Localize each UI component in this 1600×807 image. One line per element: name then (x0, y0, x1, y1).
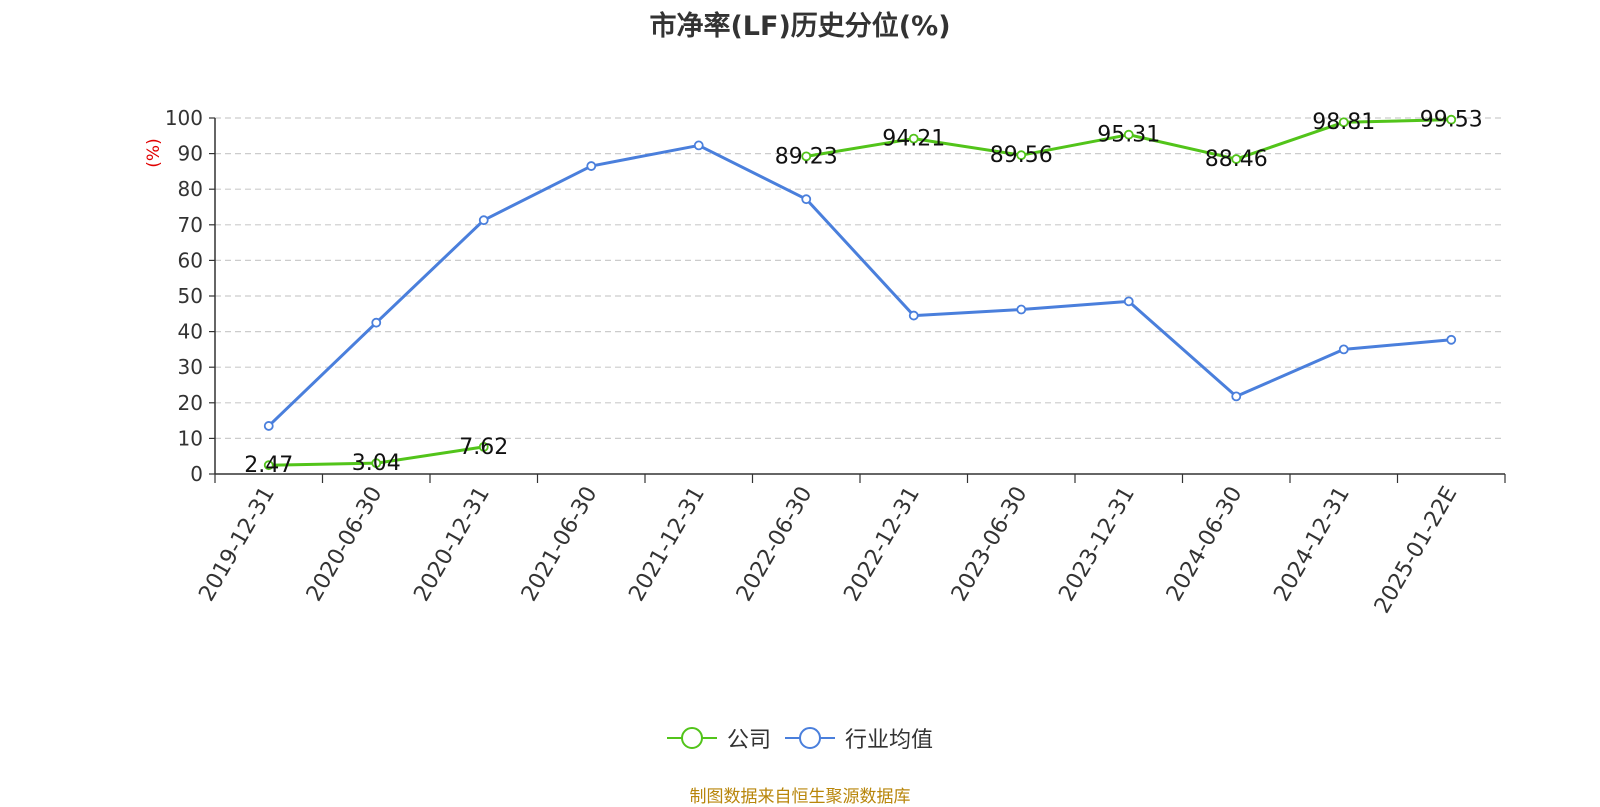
point-company-2024-12-31 (1338, 117, 1349, 128)
point-industry-avg-2024-12-31 (1338, 344, 1349, 355)
data-label-company-2024-12-31: 98.81 (1312, 110, 1375, 135)
grid-lines (215, 117, 1505, 439)
point-industry-avg-2025-01-22E (1446, 334, 1457, 345)
y-tick-label-90: 90 (178, 142, 203, 166)
point-industry-avg-2020-06-30 (371, 317, 382, 328)
data-label-company-2019-12-31: 2.47 (244, 453, 293, 478)
point-industry-avg-2021-12-31 (693, 140, 704, 151)
y-tick-label-40: 40 (178, 320, 203, 344)
point-industry-avg-2023-12-31 (1123, 296, 1134, 307)
y-tick-label-20: 20 (178, 391, 203, 415)
data-label-company-2022-12-31: 94.21 (882, 127, 945, 152)
point-company-2020-12-31 (478, 441, 489, 452)
x-tick-label-2023-06-30: 2023-06-30 (947, 483, 1033, 606)
axes: 0 10 20 30 40 50 60 70 80 90 100(%) 2019-12-31 2020-… (144, 106, 1506, 618)
legend-industry-avg-icon (785, 727, 835, 749)
data-label-company-2022-06-30: 89.23 (775, 144, 838, 169)
x-tick-label-2022-12-31: 2022-12-31 (839, 483, 925, 606)
point-industry-avg-2022-06-30 (801, 194, 812, 205)
x-tick-label-2023-12-31: 2023-12-31 (1054, 483, 1140, 606)
point-company-2023-06-30 (1016, 150, 1027, 161)
y-tick-label-60: 60 (178, 248, 203, 272)
point-company-2025-01-22E (1446, 114, 1457, 125)
x-tick-label-2021-06-30: 2021-06-30 (517, 483, 603, 606)
data-label-company-2023-12-31: 95.31 (1097, 123, 1160, 148)
point-industry-avg-2021-06-30 (586, 161, 597, 171)
point-company-2024-06-30 (1231, 154, 1242, 164)
chart-title: 市净率(LF)历史分位(%) (649, 11, 951, 42)
y-tick-label-30: 30 (178, 355, 203, 379)
data-labels: 2.47 3.04 7.62 89.23 94.21 89.56 95.31 88.46 98.… (244, 108, 1482, 479)
y-tick-label-0: 0 (190, 462, 203, 486)
legend-item-company[interactable]: 公司 (666, 722, 771, 754)
point-company-2019-12-31 (263, 460, 274, 471)
data-label-company-2024-06-30: 88.46 (1205, 147, 1268, 172)
y-tick-label-70: 70 (178, 213, 203, 237)
x-tick-label-2022-06-30: 2022-06-30 (732, 483, 818, 606)
point-industry-avg-2022-12-31 (908, 310, 919, 321)
point-industry-avg-2023-06-30 (1016, 304, 1027, 315)
point-company-2022-12-31 (908, 133, 919, 144)
legend-item-industry-avg[interactable]: 行业均值 (785, 722, 933, 754)
data-label-company-2020-06-30: 3.04 (352, 451, 401, 476)
series-lines (263, 114, 1457, 471)
point-industry-avg-2019-12-31 (263, 421, 274, 431)
y-tick-label-50: 50 (178, 284, 203, 308)
y-tick-label-10: 10 (178, 426, 203, 450)
series-line-industry-avg-0 (267, 143, 1452, 428)
point-company-2020-06-30 (371, 458, 382, 469)
x-tick-label-2021-12-31: 2021-12-31 (624, 483, 710, 606)
point-industry-avg-2024-06-30 (1231, 391, 1242, 402)
source-note: 制图数据来自恒生聚源数据库 (689, 787, 911, 807)
x-tick-label-2024-12-31: 2024-12-31 (1269, 483, 1355, 606)
x-tick-label-2020-06-30: 2020-06-30 (302, 483, 388, 606)
legend-company-label: 公司 (726, 728, 771, 753)
point-company-2022-06-30 (801, 151, 812, 162)
data-label-company-2025-01-22E: 99.53 (1420, 108, 1483, 133)
data-label-company-2020-12-31: 7.62 (459, 435, 508, 460)
y-axis-label: (%) (144, 138, 164, 167)
data-label-company-2023-06-30: 89.56 (990, 143, 1053, 168)
x-tick-label-2024-06-30: 2024-06-30 (1162, 483, 1248, 606)
legend-company-icon (666, 727, 717, 749)
x-tick-label-2019-12-31: 2019-12-31 (194, 483, 280, 606)
y-tick-label-80: 80 (178, 177, 203, 201)
y-tick-label-100: 100 (165, 106, 203, 130)
x-tick-label-2025-01-22E: 2025-01-22E (1370, 483, 1463, 618)
point-industry-avg-2020-12-31 (478, 215, 489, 226)
x-tick-label-2020-12-31: 2020-12-31 (409, 483, 495, 606)
point-company-2023-12-31 (1123, 129, 1134, 140)
legend-industry-avg-label: 行业均值 (845, 728, 934, 753)
legend: 公司 行业均值 (0, 722, 1600, 754)
